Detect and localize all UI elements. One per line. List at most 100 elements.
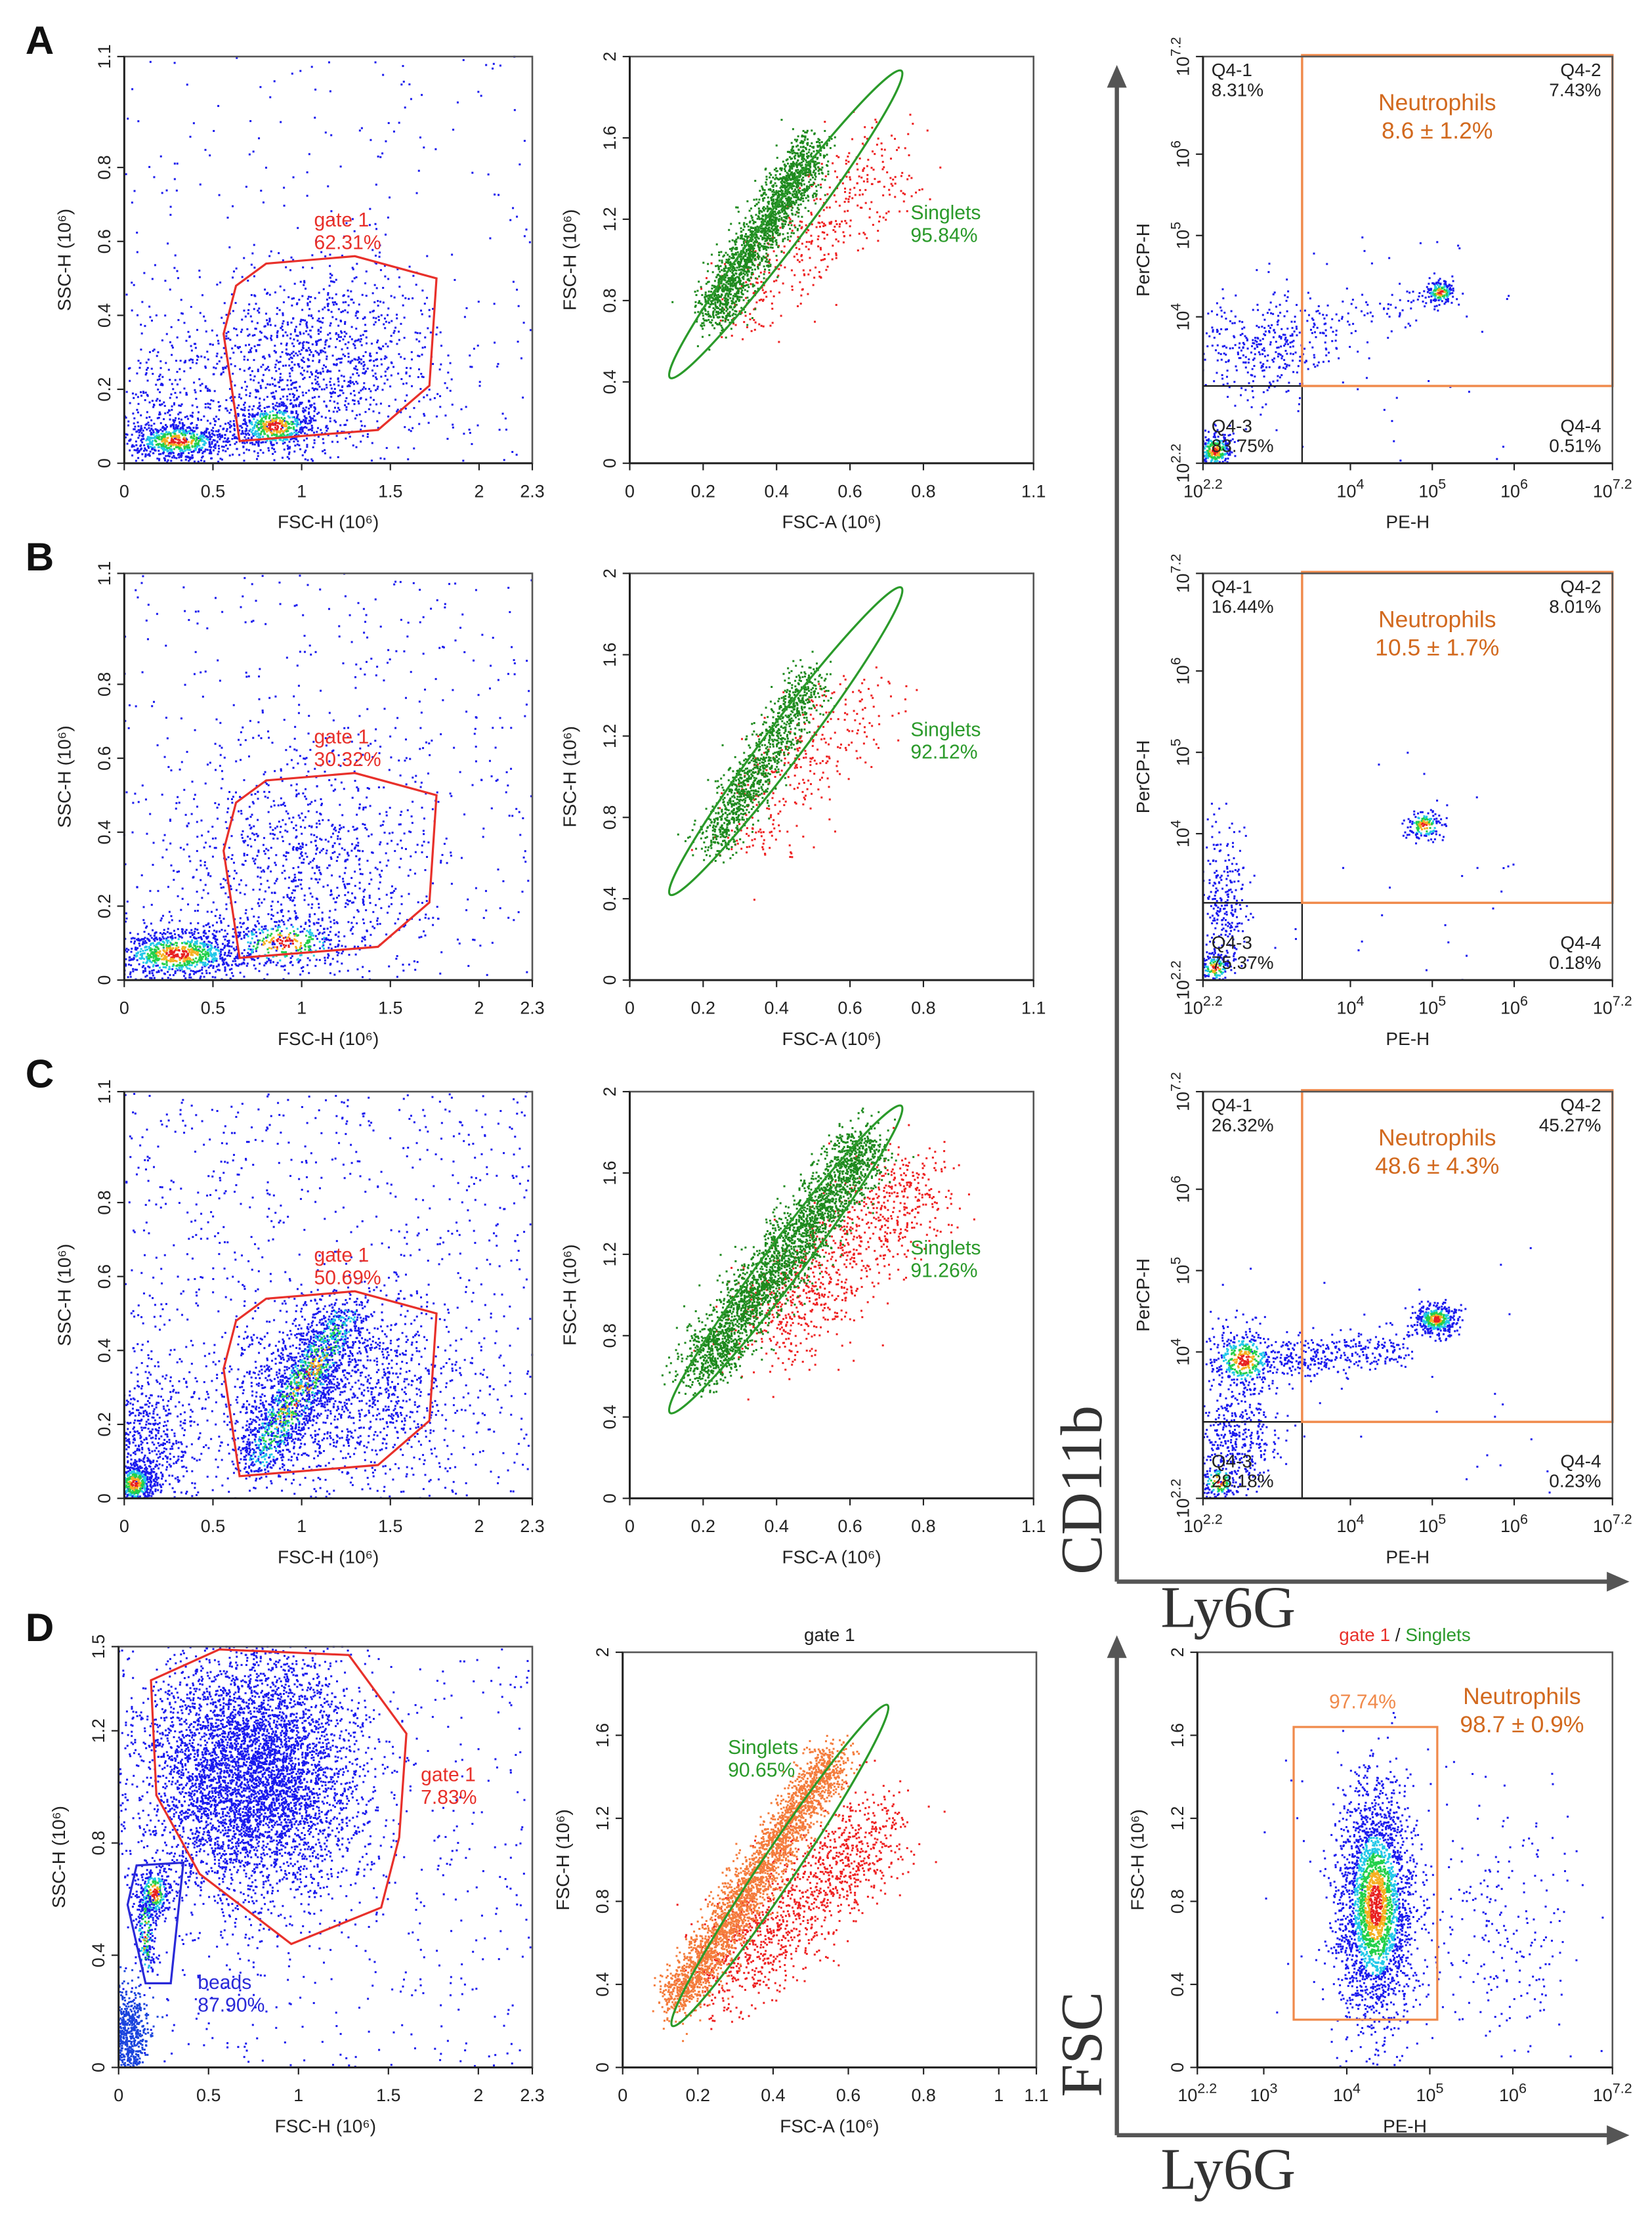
data-point bbox=[734, 244, 736, 245]
data-point bbox=[275, 440, 277, 442]
data-point bbox=[233, 328, 235, 330]
data-point bbox=[266, 414, 268, 416]
data-point bbox=[817, 184, 819, 186]
data-point bbox=[135, 444, 137, 446]
data-point bbox=[307, 298, 309, 300]
data-point bbox=[360, 338, 362, 340]
data-point bbox=[205, 149, 207, 151]
data-point bbox=[290, 379, 292, 381]
data-point bbox=[718, 251, 720, 253]
data-point bbox=[813, 200, 815, 202]
data-point bbox=[415, 284, 417, 286]
data-point bbox=[164, 458, 166, 460]
data-point bbox=[307, 371, 308, 373]
data-point bbox=[360, 363, 362, 365]
data-point bbox=[885, 219, 887, 221]
data-point bbox=[243, 404, 245, 406]
data-point bbox=[249, 442, 251, 444]
data-point bbox=[701, 294, 703, 296]
data-point bbox=[394, 327, 396, 329]
data-point bbox=[342, 354, 344, 356]
data-point bbox=[132, 393, 134, 395]
data-point bbox=[316, 344, 318, 346]
data-point bbox=[210, 458, 212, 459]
data-point bbox=[711, 285, 713, 287]
data-point bbox=[160, 433, 162, 435]
data-point bbox=[247, 359, 249, 361]
data-point bbox=[404, 400, 406, 402]
data-point bbox=[809, 179, 811, 181]
data-point bbox=[384, 327, 386, 329]
data-point bbox=[702, 318, 704, 320]
data-point bbox=[377, 316, 379, 318]
data-point bbox=[353, 368, 355, 370]
data-point bbox=[363, 386, 365, 388]
data-point bbox=[757, 266, 759, 268]
data-point bbox=[820, 277, 822, 279]
data-point bbox=[337, 407, 339, 409]
data-point bbox=[153, 431, 155, 433]
data-point bbox=[312, 417, 314, 419]
data-point bbox=[290, 333, 292, 335]
data-point bbox=[268, 423, 270, 425]
data-point bbox=[423, 413, 425, 415]
data-point bbox=[895, 182, 897, 184]
data-point bbox=[857, 205, 858, 207]
data-point bbox=[161, 192, 163, 194]
data-point bbox=[302, 428, 304, 430]
data-point bbox=[352, 381, 354, 383]
data-point bbox=[145, 392, 147, 394]
data-point bbox=[402, 383, 404, 385]
data-point bbox=[381, 152, 383, 154]
data-point bbox=[822, 225, 824, 227]
data-point bbox=[434, 397, 436, 399]
data-point bbox=[299, 324, 301, 326]
data-point bbox=[847, 161, 849, 163]
data-point bbox=[305, 330, 307, 332]
data-point bbox=[818, 215, 820, 217]
data-point bbox=[811, 240, 813, 242]
data-point bbox=[721, 327, 723, 329]
data-point bbox=[193, 122, 195, 124]
data-point bbox=[815, 168, 817, 170]
data-point bbox=[878, 181, 879, 183]
data-point bbox=[373, 301, 375, 303]
data-point bbox=[238, 396, 240, 398]
data-point bbox=[794, 224, 795, 226]
data-point bbox=[731, 275, 733, 277]
data-point bbox=[362, 334, 364, 336]
data-point bbox=[184, 439, 186, 441]
data-point bbox=[165, 445, 167, 447]
data-point bbox=[811, 213, 813, 215]
data-point bbox=[285, 412, 287, 414]
data-point bbox=[373, 385, 375, 387]
data-point bbox=[835, 220, 837, 222]
data-point bbox=[240, 433, 242, 435]
data-point bbox=[234, 365, 236, 367]
data-point bbox=[340, 362, 342, 364]
data-point bbox=[171, 409, 173, 411]
data-point bbox=[423, 146, 425, 148]
data-point bbox=[190, 456, 192, 458]
data-point bbox=[921, 188, 923, 190]
data-point bbox=[380, 269, 382, 271]
data-point bbox=[280, 398, 282, 400]
flow-cytometry-figure: A B C D CD11b Ly6G FSC Ly6G gate 162.31%… bbox=[0, 0, 1652, 2220]
data-point bbox=[291, 421, 293, 423]
data-point bbox=[150, 61, 152, 63]
data-point bbox=[713, 286, 715, 288]
data-point bbox=[354, 395, 356, 396]
data-point bbox=[201, 294, 203, 296]
data-point bbox=[143, 444, 145, 446]
data-point bbox=[137, 457, 139, 459]
data-point bbox=[798, 248, 800, 250]
data-point bbox=[343, 424, 345, 426]
data-point bbox=[228, 246, 230, 248]
data-point bbox=[315, 341, 317, 343]
data-point bbox=[138, 450, 140, 452]
data-point bbox=[421, 354, 423, 356]
data-point bbox=[219, 435, 221, 437]
x-tick-label: 2.3 bbox=[520, 481, 544, 501]
data-point bbox=[876, 211, 878, 213]
data-point bbox=[265, 417, 266, 419]
